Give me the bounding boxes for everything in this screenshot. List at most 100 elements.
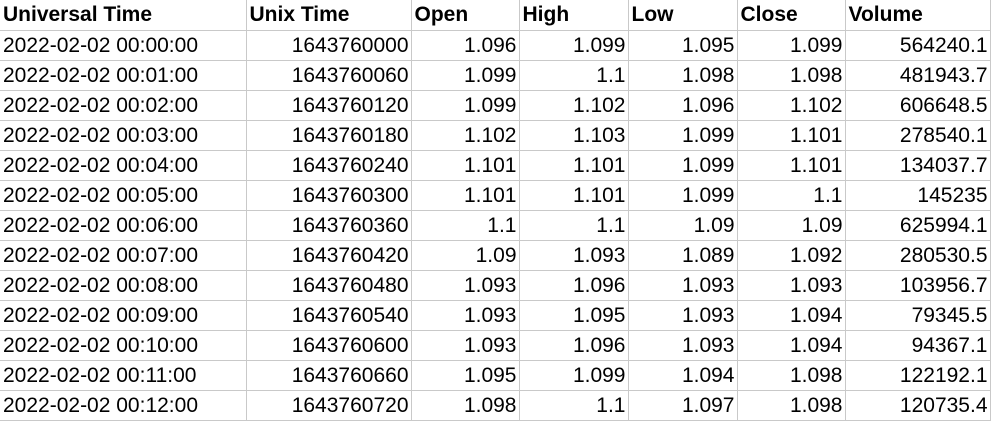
low-cell[interactable]: 1.093 bbox=[628, 270, 738, 301]
volume-cell[interactable]: 103956.7 bbox=[845, 270, 991, 301]
header-volume[interactable]: Volume bbox=[845, 0, 991, 31]
high-cell[interactable]: 1.101 bbox=[519, 150, 629, 181]
low-cell[interactable]: 1.094 bbox=[628, 360, 738, 391]
low-cell[interactable]: 1.096 bbox=[628, 90, 738, 121]
close-cell[interactable]: 1.09 bbox=[737, 210, 846, 241]
open-cell[interactable]: 1.09 bbox=[411, 240, 520, 271]
close-cell[interactable]: 1.102 bbox=[737, 90, 846, 121]
close-cell[interactable]: 1.098 bbox=[737, 60, 846, 91]
close-cell[interactable]: 1.101 bbox=[737, 120, 846, 151]
close-cell[interactable]: 1.098 bbox=[737, 360, 846, 391]
universal-time-cell[interactable]: 2022-02-02 00:00:00 bbox=[0, 30, 247, 61]
open-cell[interactable]: 1.1 bbox=[411, 210, 520, 241]
low-cell[interactable]: 1.099 bbox=[628, 180, 738, 211]
open-cell[interactable]: 1.101 bbox=[411, 150, 520, 181]
volume-cell[interactable]: 79345.5 bbox=[845, 300, 991, 331]
universal-time-cell[interactable]: 2022-02-02 00:08:00 bbox=[0, 270, 247, 301]
high-cell[interactable]: 1.1 bbox=[519, 210, 629, 241]
high-cell[interactable]: 1.096 bbox=[519, 270, 629, 301]
low-cell[interactable]: 1.098 bbox=[628, 60, 738, 91]
unix-time-cell[interactable]: 1643760540 bbox=[246, 300, 412, 331]
open-cell[interactable]: 1.101 bbox=[411, 180, 520, 211]
volume-cell[interactable]: 625994.1 bbox=[845, 210, 991, 241]
high-cell[interactable]: 1.099 bbox=[519, 30, 629, 61]
open-cell[interactable]: 1.099 bbox=[411, 60, 520, 91]
unix-time-cell[interactable]: 1643760660 bbox=[246, 360, 412, 391]
universal-time-cell[interactable]: 2022-02-02 00:10:00 bbox=[0, 330, 247, 361]
low-cell[interactable]: 1.093 bbox=[628, 300, 738, 331]
unix-time-cell[interactable]: 1643760420 bbox=[246, 240, 412, 271]
high-cell[interactable]: 1.102 bbox=[519, 90, 629, 121]
unix-time-cell[interactable]: 1643760300 bbox=[246, 180, 412, 211]
volume-cell[interactable]: 606648.5 bbox=[845, 90, 991, 121]
close-cell[interactable]: 1.101 bbox=[737, 150, 846, 181]
universal-time-cell[interactable]: 2022-02-02 00:07:00 bbox=[0, 240, 247, 271]
low-cell[interactable]: 1.099 bbox=[628, 150, 738, 181]
unix-time-cell[interactable]: 1643760060 bbox=[246, 60, 412, 91]
volume-cell[interactable]: 280530.5 bbox=[845, 240, 991, 271]
header-unix-time[interactable]: Unix Time bbox=[246, 0, 412, 31]
high-cell[interactable]: 1.095 bbox=[519, 300, 629, 331]
open-cell[interactable]: 1.095 bbox=[411, 360, 520, 391]
volume-cell[interactable]: 278540.1 bbox=[845, 120, 991, 151]
low-cell[interactable]: 1.09 bbox=[628, 210, 738, 241]
universal-time-cell[interactable]: 2022-02-02 00:03:00 bbox=[0, 120, 247, 151]
unix-time-cell[interactable]: 1643760360 bbox=[246, 210, 412, 241]
volume-cell[interactable]: 145235 bbox=[845, 180, 991, 211]
close-cell[interactable]: 1.098 bbox=[737, 390, 846, 421]
high-cell[interactable]: 1.101 bbox=[519, 180, 629, 211]
volume-cell[interactable]: 120735.4 bbox=[845, 390, 991, 421]
open-cell[interactable]: 1.099 bbox=[411, 90, 520, 121]
header-open[interactable]: Open bbox=[411, 0, 520, 31]
unix-time-cell[interactable]: 1643760720 bbox=[246, 390, 412, 421]
header-high[interactable]: High bbox=[519, 0, 629, 31]
universal-time-cell[interactable]: 2022-02-02 00:05:00 bbox=[0, 180, 247, 211]
low-cell[interactable]: 1.099 bbox=[628, 120, 738, 151]
table-row: 2022-02-02 00:03:00 1643760180 1.102 1.103 1… bbox=[0, 120, 991, 151]
universal-time-cell[interactable]: 2022-02-02 00:01:00 bbox=[0, 60, 247, 91]
universal-time-cell[interactable]: 2022-02-02 00:09:00 bbox=[0, 300, 247, 331]
close-cell[interactable]: 1.094 bbox=[737, 300, 846, 331]
high-cell[interactable]: 1.1 bbox=[519, 390, 629, 421]
open-cell[interactable]: 1.093 bbox=[411, 270, 520, 301]
volume-cell[interactable]: 481943.7 bbox=[845, 60, 991, 91]
unix-time-cell[interactable]: 1643760000 bbox=[246, 30, 412, 61]
open-cell[interactable]: 1.098 bbox=[411, 390, 520, 421]
close-cell[interactable]: 1.093 bbox=[737, 270, 846, 301]
high-cell[interactable]: 1.096 bbox=[519, 330, 629, 361]
close-cell[interactable]: 1.092 bbox=[737, 240, 846, 271]
universal-time-cell[interactable]: 2022-02-02 00:06:00 bbox=[0, 210, 247, 241]
high-cell[interactable]: 1.1 bbox=[519, 60, 629, 91]
high-cell[interactable]: 1.093 bbox=[519, 240, 629, 271]
unix-time-cell[interactable]: 1643760120 bbox=[246, 90, 412, 121]
unix-time-cell[interactable]: 1643760240 bbox=[246, 150, 412, 181]
volume-cell[interactable]: 122192.1 bbox=[845, 360, 991, 391]
low-cell[interactable]: 1.097 bbox=[628, 390, 738, 421]
low-cell[interactable]: 1.095 bbox=[628, 30, 738, 61]
open-cell[interactable]: 1.102 bbox=[411, 120, 520, 151]
high-cell[interactable]: 1.099 bbox=[519, 360, 629, 391]
volume-cell[interactable]: 94367.1 bbox=[845, 330, 991, 361]
high-cell[interactable]: 1.103 bbox=[519, 120, 629, 151]
close-cell[interactable]: 1.094 bbox=[737, 330, 846, 361]
header-low[interactable]: Low bbox=[628, 0, 738, 31]
unix-time-cell[interactable]: 1643760600 bbox=[246, 330, 412, 361]
header-close[interactable]: Close bbox=[737, 0, 846, 31]
universal-time-cell[interactable]: 2022-02-02 00:04:00 bbox=[0, 150, 247, 181]
volume-cell[interactable]: 564240.1 bbox=[845, 30, 991, 61]
table-row: 2022-02-02 00:01:00 1643760060 1.099 1.1 1.0… bbox=[0, 60, 991, 91]
open-cell[interactable]: 1.093 bbox=[411, 300, 520, 331]
low-cell[interactable]: 1.089 bbox=[628, 240, 738, 271]
unix-time-cell[interactable]: 1643760480 bbox=[246, 270, 412, 301]
volume-cell[interactable]: 134037.7 bbox=[845, 150, 991, 181]
unix-time-cell[interactable]: 1643760180 bbox=[246, 120, 412, 151]
open-cell[interactable]: 1.093 bbox=[411, 330, 520, 361]
low-cell[interactable]: 1.093 bbox=[628, 330, 738, 361]
open-cell[interactable]: 1.096 bbox=[411, 30, 520, 61]
close-cell[interactable]: 1.099 bbox=[737, 30, 846, 61]
universal-time-cell[interactable]: 2022-02-02 00:11:00 bbox=[0, 360, 247, 391]
universal-time-cell[interactable]: 2022-02-02 00:02:00 bbox=[0, 90, 247, 121]
header-universal-time[interactable]: Universal Time bbox=[0, 0, 247, 31]
universal-time-cell[interactable]: 2022-02-02 00:12:00 bbox=[0, 390, 247, 421]
close-cell[interactable]: 1.1 bbox=[737, 180, 846, 211]
